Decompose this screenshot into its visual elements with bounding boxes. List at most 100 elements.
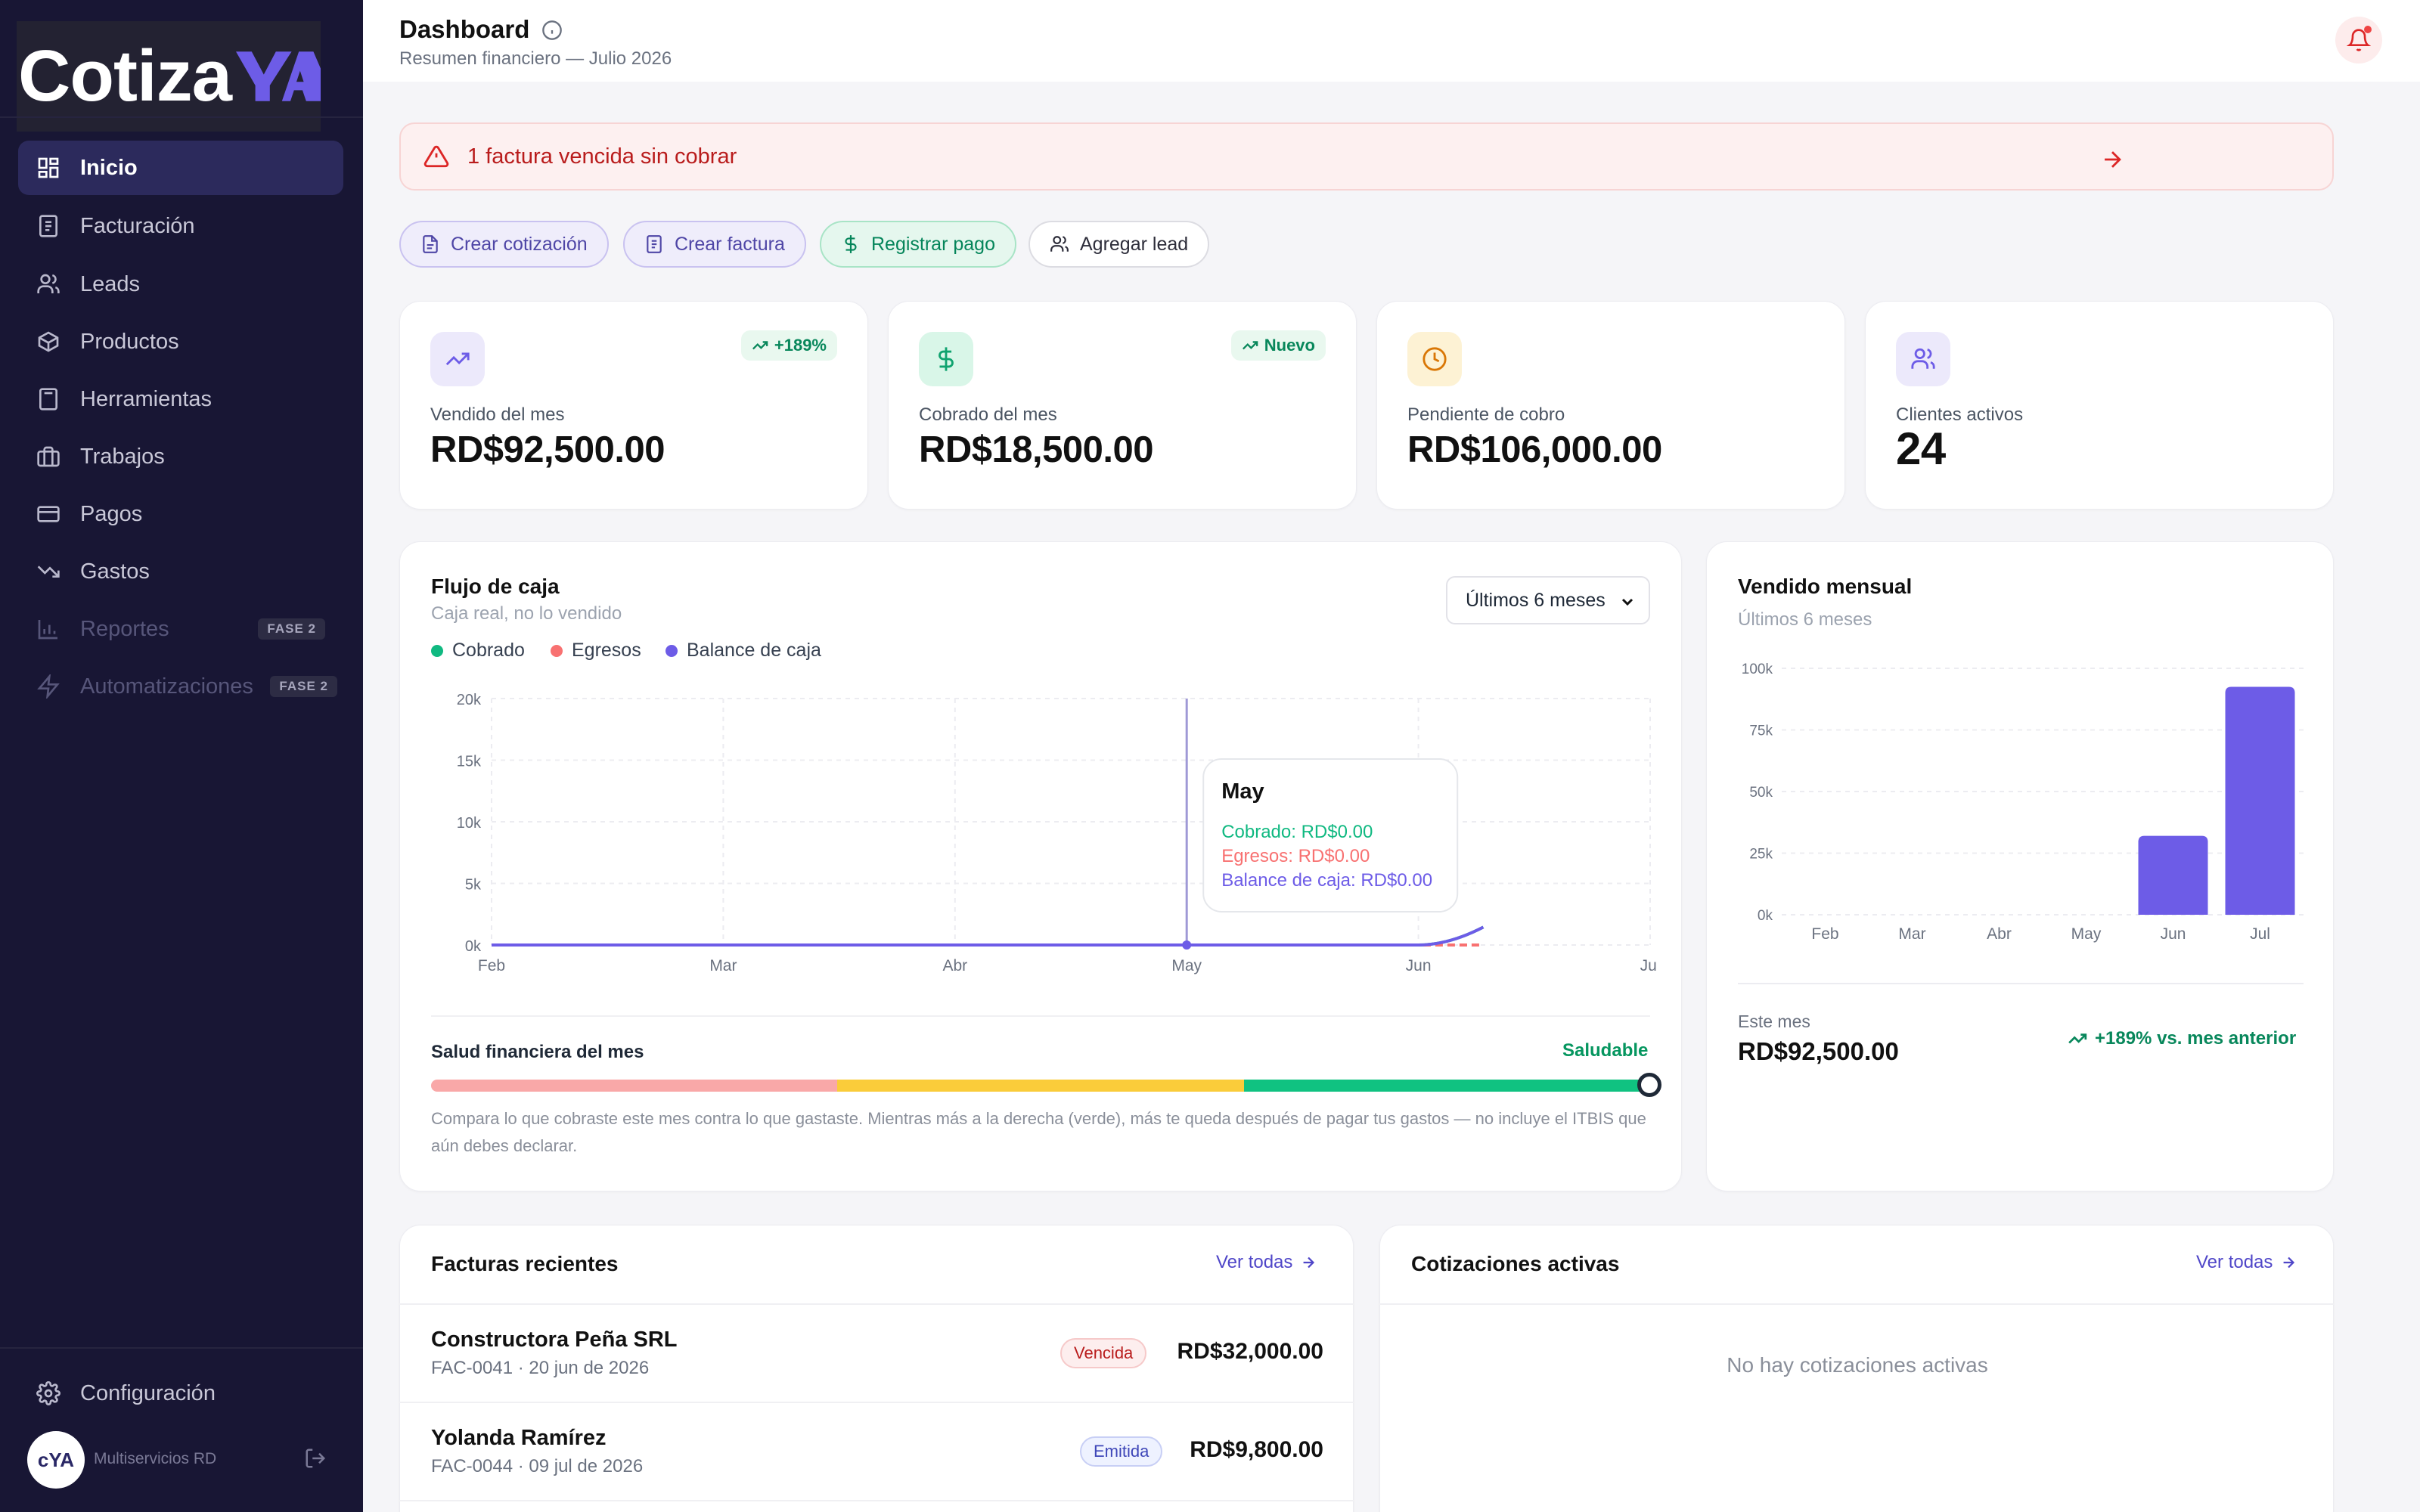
trend-badge: +189% bbox=[740, 330, 837, 361]
arrow-right-icon[interactable] bbox=[2099, 147, 2125, 172]
health-bar-green bbox=[1243, 1080, 1650, 1092]
series-line-cobrado bbox=[492, 925, 1485, 947]
range-select[interactable]: Últimos 6 meses bbox=[1446, 576, 1650, 624]
sidebar-item-facturacion[interactable]: Facturación bbox=[18, 199, 343, 253]
sidebar-divider bbox=[0, 116, 363, 118]
x-tick-label: Jul bbox=[2250, 925, 2270, 943]
x-tick-label: Mar bbox=[1898, 925, 1925, 943]
invoices-see-all-link[interactable]: Ver todas bbox=[1216, 1252, 1317, 1273]
monthly-chart[interactable]: 100k 75k 50k 25k 0k Feb Mar Abr May Jun Jul bbox=[1738, 650, 2305, 953]
y-tick-label: 0k bbox=[465, 938, 482, 955]
overdue-alert[interactable]: 1 factura vencida sin cobrar bbox=[399, 122, 2334, 191]
legend-label: Cobrado bbox=[452, 640, 525, 661]
avatar[interactable]: cYA bbox=[27, 1431, 85, 1489]
series-line-balance-de-caja bbox=[492, 925, 1485, 947]
sidebar-item-label: Inicio bbox=[80, 155, 138, 180]
legend-label: Balance de caja bbox=[687, 640, 821, 661]
phase-badge: FASE 2 bbox=[258, 618, 325, 640]
dashboard-icon bbox=[36, 156, 60, 180]
briefcase-icon bbox=[36, 445, 60, 469]
kpi-value: RD$92,500.00 bbox=[430, 429, 666, 470]
phase-badge: FASE 2 bbox=[270, 676, 337, 697]
quotes-title: Cotizaciones activas bbox=[1411, 1252, 1620, 1275]
legend-dot bbox=[431, 644, 443, 657]
sidebar-item-productos[interactable]: Productos bbox=[18, 314, 343, 369]
arrow-right-icon bbox=[1300, 1254, 1317, 1271]
chart-tooltip bbox=[1202, 758, 1459, 912]
active-quotes-card bbox=[1379, 1225, 2334, 1512]
y-tick-label: 10k bbox=[457, 815, 482, 832]
sidebar-item-label: Automatizaciones bbox=[80, 674, 253, 699]
sidebar-item-gastos[interactable]: Gastos bbox=[18, 544, 343, 599]
monthly-title: Vendido mensual bbox=[1738, 575, 1913, 598]
sidebar-item-trabajos[interactable]: Trabajos bbox=[18, 429, 343, 484]
business-name: Multiservicios RD bbox=[94, 1450, 217, 1467]
x-tick-label: Abr bbox=[1987, 925, 2012, 943]
sidebar-item-label: Configuración bbox=[80, 1380, 216, 1405]
box-icon bbox=[36, 330, 60, 354]
sidebar-item-configuracion[interactable]: Configuración bbox=[18, 1366, 343, 1421]
kpi-label: Pendiente de cobro bbox=[1407, 404, 1565, 425]
kpi-card-vendido: +189% Vendido del mes RD$92,500.00 bbox=[399, 301, 868, 510]
x-tick-label: Feb bbox=[478, 957, 505, 974]
recent-invoices-card bbox=[399, 1225, 1354, 1512]
sidebar-item-automatizaciones[interactable]: Automatizaciones FASE 2 bbox=[18, 659, 343, 714]
lightning-icon bbox=[36, 674, 60, 699]
warning-icon bbox=[424, 144, 449, 169]
bar-jun bbox=[2138, 835, 2208, 915]
button-label: Agregar lead bbox=[1080, 233, 1189, 255]
y-tick-label: 0k bbox=[1758, 908, 1773, 924]
hover-point bbox=[1182, 940, 1192, 950]
cashflow-chart[interactable]: 20k 15k 10k 5k 0k Feb Mar Abr May Jun Jul May Cobrad… bbox=[431, 673, 1656, 983]
invoice-amount: RD$32,000.00 bbox=[1177, 1339, 1323, 1364]
trending-up-icon bbox=[2068, 1029, 2087, 1049]
kpi-card-clientes: Clientes activos 24 bbox=[1865, 301, 2334, 510]
page-subtitle: Resumen financiero — Julio 2026 bbox=[399, 48, 672, 69]
tooltip-cobrado: Cobrado: RD$0.00 bbox=[1221, 822, 1373, 842]
legend-item-egresos: Egresos bbox=[551, 640, 641, 662]
create-quote-button[interactable]: Crear cotización bbox=[399, 221, 609, 268]
divider bbox=[1379, 1303, 2334, 1305]
tooltip-egresos: Egresos: RD$0.00 bbox=[1221, 846, 1370, 866]
invoice-meta: FAC-0044 · 09 jul de 2026 bbox=[431, 1456, 644, 1476]
trend-badge: Nuevo bbox=[1230, 330, 1326, 361]
y-tick-label: 100k bbox=[1742, 662, 1773, 677]
kpi-label: Vendido del mes bbox=[430, 404, 565, 425]
sidebar-item-inicio[interactable]: Inicio bbox=[18, 141, 343, 195]
sidebar-item-reportes[interactable]: Reportes FASE 2 bbox=[18, 602, 343, 656]
legend-label: Egresos bbox=[572, 640, 641, 661]
invoice-client: Constructora Peña SRL bbox=[431, 1328, 678, 1352]
sidebar-item-label: Reportes bbox=[80, 616, 169, 641]
x-tick-label: May bbox=[1171, 957, 1202, 974]
legend-dot bbox=[551, 644, 563, 657]
health-bar-red bbox=[431, 1080, 838, 1092]
sidebar-item-herramientas[interactable]: Herramientas bbox=[18, 372, 343, 426]
y-tick-label: 20k bbox=[457, 692, 482, 708]
quotes-see-all-link[interactable]: Ver todas bbox=[2196, 1252, 2297, 1273]
sidebar-item-label: Pagos bbox=[80, 501, 143, 526]
trending-up-icon bbox=[430, 332, 485, 386]
app-logo[interactable]: Cotiza bbox=[17, 21, 321, 132]
sidebar-item-pagos[interactable]: Pagos bbox=[18, 487, 343, 541]
calculator-icon bbox=[36, 387, 60, 411]
tooltip-balance: Balance de caja: RD$0.00 bbox=[1221, 870, 1432, 891]
tooltip-title: May bbox=[1221, 779, 1264, 804]
trending-up-icon bbox=[752, 337, 768, 354]
sidebar-item-leads[interactable]: Leads bbox=[18, 257, 343, 311]
x-tick-label: May bbox=[2071, 925, 2102, 943]
bell-icon bbox=[2347, 28, 2371, 52]
notifications-button[interactable] bbox=[2335, 17, 2382, 64]
arrow-right-icon bbox=[2280, 1254, 2297, 1271]
register-payment-button[interactable]: Registrar pago bbox=[820, 221, 1016, 268]
button-label: Registrar pago bbox=[871, 233, 995, 255]
create-invoice-button[interactable]: Crear factura bbox=[623, 221, 806, 268]
chevron-down-icon bbox=[1618, 593, 1637, 611]
sidebar-item-label: Herramientas bbox=[80, 386, 213, 411]
info-icon[interactable] bbox=[541, 20, 563, 41]
status-badge: Emitida bbox=[1080, 1436, 1163, 1467]
month-change-text: +189% vs. mes anterior bbox=[2095, 1028, 2297, 1049]
logout-icon[interactable] bbox=[304, 1447, 327, 1470]
y-tick-label: 5k bbox=[465, 877, 482, 894]
kpi-value: RD$106,000.00 bbox=[1407, 429, 1662, 470]
add-lead-button[interactable]: Agregar lead bbox=[1028, 221, 1210, 268]
